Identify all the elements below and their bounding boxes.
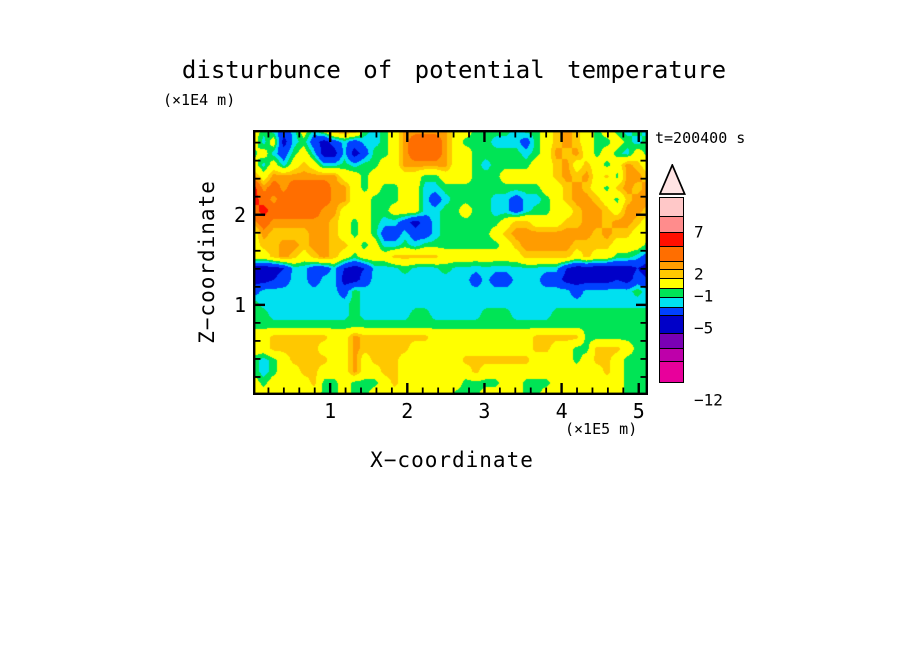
timestamp-label: t=200400 s [655, 129, 746, 147]
x-tick-label-1: 1 [324, 399, 337, 423]
colorbar-label-−5: −5 [694, 318, 714, 338]
chart-title: disturbunce of potential temperature [181, 56, 727, 84]
z-tick-label-2: 2 [233, 202, 246, 227]
x-axis-unit-label: (×1E5 m) [565, 420, 638, 438]
colorbar-arrow-tip-icon [658, 162, 686, 195]
x-tick-label-5: 5 [632, 399, 645, 423]
x-axis-title: X−coordinate [370, 448, 534, 472]
colorbar-label-2: 2 [694, 264, 704, 284]
colorbar-label-7: 7 [694, 222, 704, 242]
colorbar-segment [659, 360, 684, 383]
colorbar-label-−12: −12 [694, 390, 723, 410]
colorbar-segment [659, 215, 684, 234]
colorbar-segment [659, 197, 684, 218]
y-axis-unit-label: (×1E4 m) [163, 91, 236, 109]
x-tick-label-2: 2 [401, 399, 414, 423]
colorbar-segments [659, 197, 719, 383]
x-tick-label-4: 4 [555, 399, 568, 423]
contour-plot-canvas [253, 130, 648, 395]
colorbar-legend: 7 2 −1 −5 −12 [658, 162, 723, 410]
colorbar-segment [659, 315, 684, 335]
x-tick-label-3: 3 [478, 399, 491, 423]
colorbar-label-−1: −1 [694, 286, 714, 306]
y-axis-title: Z−coordinate [195, 180, 219, 344]
z-tick-label-1: 1 [233, 292, 246, 317]
